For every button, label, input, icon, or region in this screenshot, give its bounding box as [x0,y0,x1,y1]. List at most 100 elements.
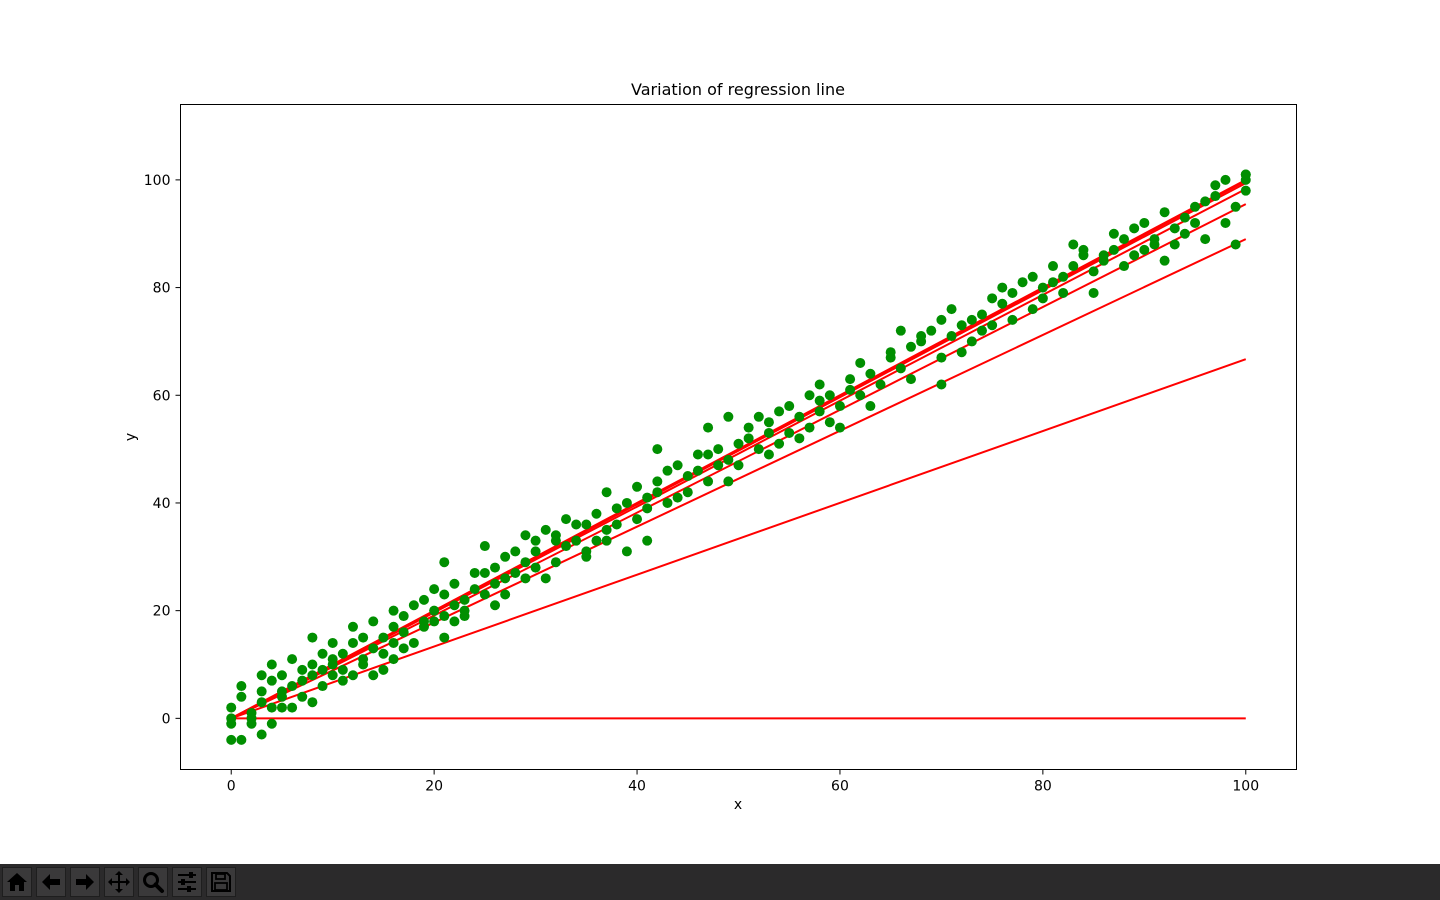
scatter-point [327,670,338,681]
pan-button[interactable] [104,867,134,897]
scatter-point [814,395,825,406]
arrow-right-icon [76,874,94,890]
scatter-point [774,438,785,449]
scatter-point [946,331,957,342]
scatter-point [449,616,460,627]
scatter-point [834,401,845,412]
scatter-point [226,702,237,713]
scatter-point [611,519,622,530]
scatter-point [388,605,399,616]
scatter-point [743,433,754,444]
scatter-point [601,487,612,498]
scatter-point [307,632,318,643]
scatter-point [256,670,267,681]
scatter-point [1108,244,1119,255]
scatter-point [1179,228,1190,239]
scatter-point [632,514,643,525]
scatter-points [226,169,1251,745]
forward-button[interactable] [70,867,100,897]
scatter-point [997,298,1008,309]
scatter-point [905,341,916,352]
scatter-point [266,702,277,713]
scatter-point [1058,287,1069,298]
scatter-point [388,621,399,632]
scatter-point [926,325,937,336]
scatter-point [723,476,734,487]
scatter-point [774,406,785,417]
scatter-point [733,460,744,471]
scatter-point [1220,217,1231,228]
scatter-point [256,686,267,697]
scatter-point [439,589,450,600]
scatter-point [824,390,835,401]
scatter-point [763,449,774,460]
scatter-point [723,411,734,422]
scatter-point [845,374,856,385]
x-tick-label: 80 [1034,779,1052,795]
scatter-point [1068,261,1079,272]
home-button[interactable] [2,867,32,897]
scatter-point [297,664,308,675]
scatter-point [591,535,602,546]
regression-line-1 [230,358,1247,720]
scatter-point [266,659,277,670]
scatter-point [1230,239,1241,250]
scatter-point [469,584,480,595]
scatter-point [682,487,693,498]
scatter-point [1119,234,1130,245]
scatter-point [358,632,369,643]
scatter-point [611,503,622,514]
back-button[interactable] [36,867,66,897]
scatter-point [621,546,632,557]
scatter-point [1210,191,1221,202]
y-tick-label: 40 [153,496,171,512]
scatter-point [855,390,866,401]
scatter-point [794,433,805,444]
scatter-point [966,336,977,347]
y-tick-label: 100 [144,173,171,189]
scatter-point [337,675,348,686]
scatter-point [408,637,419,648]
zoom-icon [143,872,164,893]
scatter-point [226,734,237,745]
scatter-point [1190,201,1201,212]
scatter-point [1037,293,1048,304]
scatter-point [550,535,561,546]
scatter-point [368,616,379,627]
y-tick-label: 60 [153,388,171,404]
scatter-point [824,417,835,428]
scatter-point [1007,287,1018,298]
scatter-point [855,357,866,368]
scatter-point [581,519,592,530]
scatter-point [500,573,511,584]
zoom-button[interactable] [138,867,168,897]
scatter-point [561,514,572,525]
configure-subplots-button[interactable] [172,867,202,897]
arrow-left-icon [42,874,60,890]
scatter-point [916,331,927,342]
scatter-point [307,659,318,670]
scatter-point [672,460,683,471]
scatter-point [520,557,531,568]
scatter-point [621,497,632,508]
figure: Variation of regression line 0 20 40 60 80 10… [123,80,1297,813]
scatter-point [814,379,825,390]
save-button[interactable] [206,867,236,897]
scatter-point [1220,174,1231,185]
scatter-point [459,611,470,622]
regression-line-2 [230,238,1247,720]
scatter-point [885,352,896,363]
chart-title: Variation of regression line [631,80,845,99]
y-tick-label: 0 [162,711,171,727]
scatter-point [327,637,338,648]
scatter-point [713,444,724,455]
scatter-point [418,594,429,605]
scatter-point [642,535,653,546]
scatter-point [510,567,521,578]
scatter-point [1037,282,1048,293]
toolbar [0,864,1440,900]
y-axis-label: y [123,433,139,441]
scatter-point [1078,250,1089,261]
scatter-point [834,422,845,433]
scatter-point [905,374,916,385]
